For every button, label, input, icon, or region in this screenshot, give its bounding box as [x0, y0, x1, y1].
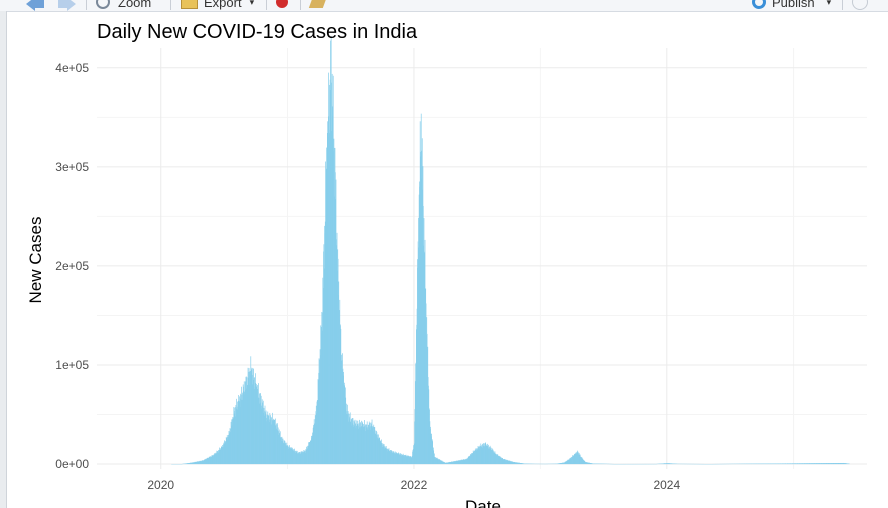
toolbar-divider	[266, 0, 267, 10]
viewer-toolbar: Zoom Export ▾ Publish ▾	[0, 0, 888, 12]
toolbar-divider	[300, 0, 301, 10]
clear-icon[interactable]	[276, 0, 288, 10]
export-button[interactable]: Export ▾	[181, 0, 254, 10]
zoom-label: Zoom	[118, 0, 152, 10]
toolbar-divider	[170, 0, 171, 10]
y-tick-label: 2e+05	[55, 259, 89, 273]
y-tick-label: 4e+05	[55, 61, 89, 75]
chevron-down-icon: ▾	[826, 0, 832, 7]
left-panel-edge	[0, 11, 7, 508]
chart-title: Daily New COVID-19 Cases in India	[97, 21, 418, 43]
toolbar-divider	[842, 0, 843, 10]
zoom-icon	[96, 0, 110, 9]
toolbar-divider	[86, 0, 87, 10]
x-tick-label: 2020	[147, 478, 174, 492]
bar-series	[171, 36, 850, 465]
x-axis-label: Date	[465, 497, 501, 508]
y-axis-ticks: 0e+00 1e+05 2e+05 3e+05 4e+05	[55, 61, 89, 471]
export-icon	[181, 0, 198, 9]
publish-label: Publish	[772, 0, 815, 10]
zoom-button[interactable]: Zoom	[96, 0, 151, 10]
x-tick-label: 2022	[401, 478, 428, 492]
back-arrow-icon[interactable]	[26, 0, 44, 11]
export-label: Export	[204, 0, 242, 10]
refresh-icon[interactable]	[852, 0, 868, 10]
y-tick-label: 0e+00	[55, 457, 89, 471]
x-axis-ticks: 2020 2022 2024	[147, 478, 680, 492]
major-gridlines	[97, 48, 867, 469]
y-axis-label: New Cases	[26, 217, 45, 304]
chevron-down-icon: ▾	[249, 0, 255, 7]
y-tick-label: 3e+05	[55, 160, 89, 174]
minor-gridlines	[97, 48, 867, 469]
publish-button[interactable]: Publish ▾	[752, 0, 831, 10]
x-tick-label: 2024	[653, 478, 680, 492]
publish-icon	[752, 0, 766, 9]
y-tick-label: 1e+05	[55, 358, 89, 372]
